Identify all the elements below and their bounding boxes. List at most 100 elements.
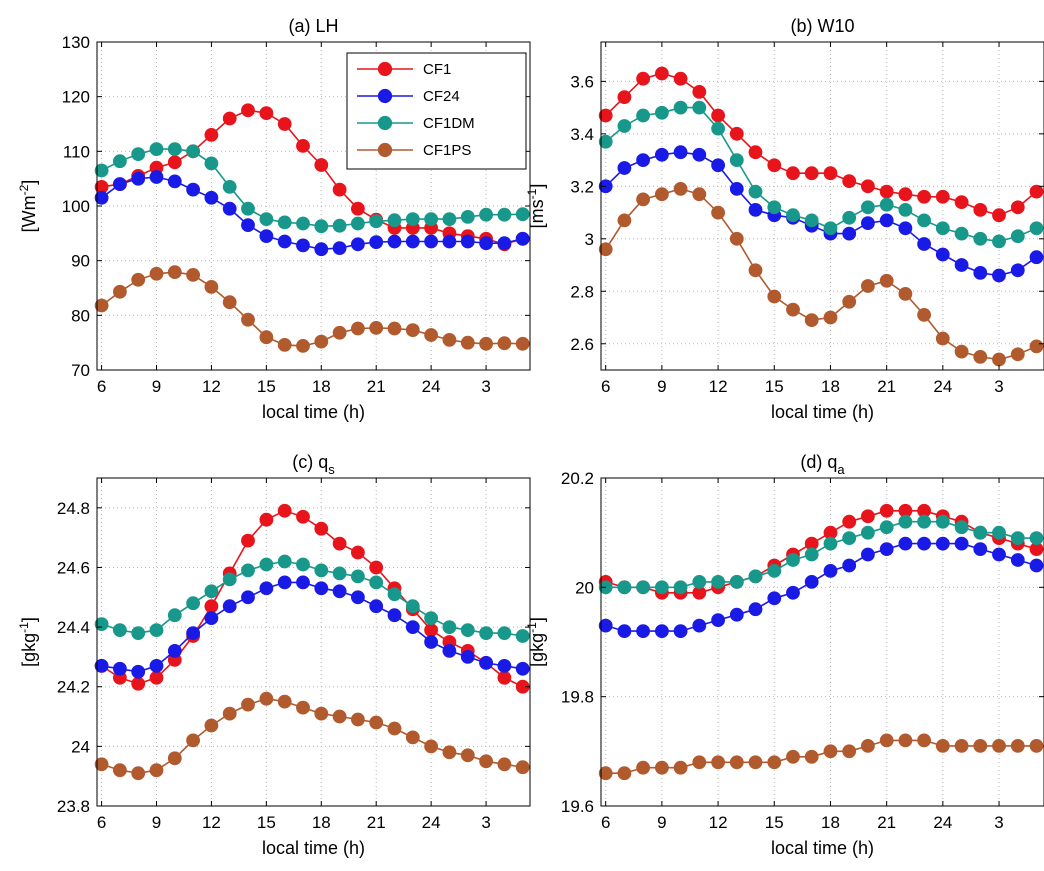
data-point: [842, 226, 857, 241]
series-line: [605, 151, 1037, 277]
data-point: [935, 189, 950, 204]
x-tick-label: 3: [994, 813, 1003, 832]
data-point: [973, 231, 988, 246]
data-point: [369, 599, 384, 614]
y-tick-label: 19.8: [561, 688, 594, 707]
data-point: [497, 670, 512, 685]
data-point: [861, 525, 875, 540]
data-point: [673, 181, 688, 196]
data-point: [748, 263, 763, 278]
data-point: [204, 156, 219, 171]
data-point: [332, 536, 347, 551]
data-point: [314, 521, 329, 536]
data-point: [767, 158, 782, 173]
ticks: 6 9 12 15 18 21 24 3 70 80 90 100 110 120 130: [62, 33, 530, 396]
data-point: [405, 730, 420, 745]
data-point: [786, 749, 800, 764]
data-point: [842, 558, 857, 573]
data-point: [369, 715, 384, 730]
y-label-main: [Wm: [19, 195, 39, 232]
data-point: [94, 190, 109, 205]
data-point: [992, 739, 1006, 753]
y-tick-label: 2.8: [570, 282, 594, 301]
data-point: [442, 620, 457, 634]
y-tick-label: 20: [575, 578, 594, 597]
title-main: (a) LH: [288, 16, 338, 36]
data-point: [617, 161, 632, 175]
x-tick-label: 9: [152, 813, 161, 832]
data-point: [405, 323, 420, 337]
y-label-superscript: -1: [525, 188, 539, 199]
data-point: [1029, 184, 1044, 199]
data-point: [369, 235, 384, 249]
data-point: [655, 147, 669, 162]
data-point: [973, 202, 988, 217]
y-label-tail: ]: [19, 180, 39, 185]
data-point: [879, 542, 894, 556]
series-cf1ps: [94, 691, 530, 781]
data-point: [296, 509, 310, 524]
series-line: [605, 106, 1037, 243]
data-point: [460, 209, 475, 224]
data-point: [729, 755, 744, 770]
y-tick-label: 3.4: [570, 125, 594, 144]
series-cf1dm: [94, 554, 530, 643]
x-tick-label: 12: [709, 377, 728, 396]
data-point: [149, 266, 164, 281]
data-point: [259, 212, 274, 226]
data-point: [711, 158, 725, 173]
data-point: [515, 207, 530, 222]
title-main: (c) q: [292, 452, 328, 472]
data-point: [804, 575, 819, 589]
data-point: [692, 575, 707, 589]
data-point: [460, 748, 475, 763]
data-point: [314, 581, 329, 596]
data-point: [314, 242, 329, 257]
data-point: [767, 200, 782, 215]
data-point: [442, 644, 457, 658]
legend-marker: [377, 61, 393, 77]
data-point: [332, 241, 347, 255]
data-point: [729, 231, 744, 246]
y-label-superscript: -2: [17, 184, 31, 195]
data-point: [673, 71, 688, 86]
data-point: [917, 307, 931, 322]
y-label-tail: ]: [527, 617, 547, 622]
data-point: [861, 216, 875, 230]
x-tick-label: 15: [257, 377, 276, 396]
data-point: [617, 624, 632, 638]
panel-c: 6 9 12 15 18 21 24 3 23.8 24 24.2 24.4 24.6 24.8 (c) q…: [17, 452, 531, 858]
data-point: [442, 745, 457, 760]
data-point: [1029, 221, 1044, 236]
data-point: [442, 212, 457, 226]
data-point: [497, 626, 512, 640]
y-tick-label: 130: [62, 33, 90, 52]
data-point: [935, 221, 950, 236]
x-tick-label: 24: [933, 813, 952, 832]
data-point: [131, 626, 146, 640]
data-point: [655, 624, 669, 638]
data-point: [369, 575, 384, 590]
data-point: [131, 676, 146, 691]
data-point: [861, 547, 875, 562]
data-point: [332, 182, 347, 197]
data-point: [479, 754, 493, 769]
data-point: [241, 563, 255, 578]
y-tick-label: 23.8: [57, 797, 90, 816]
data-point: [424, 611, 438, 625]
data-point: [131, 664, 146, 679]
data-point: [879, 184, 894, 199]
data-point: [387, 234, 402, 249]
series-line: [605, 520, 1037, 589]
data-point: [94, 757, 109, 772]
y-tick-label: 24.4: [57, 618, 90, 637]
data-point: [935, 739, 950, 753]
data-point: [222, 706, 237, 721]
data-point: [113, 154, 127, 169]
x-tick-label: 12: [709, 813, 728, 832]
data-point: [935, 536, 950, 551]
data-point: [617, 213, 632, 228]
data-point: [497, 336, 512, 351]
data-point: [992, 547, 1006, 562]
data-point: [460, 335, 475, 350]
